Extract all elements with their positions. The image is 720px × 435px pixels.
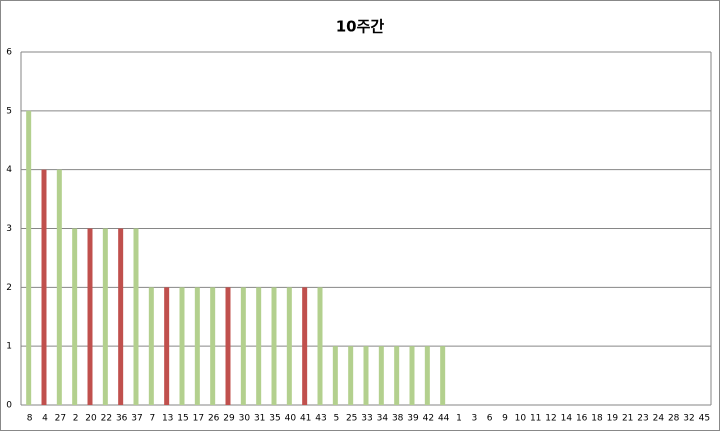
chart-title: 10주간 <box>336 18 385 36</box>
x-tick-label: 12 <box>545 414 556 424</box>
x-tick-label: 44 <box>438 414 450 424</box>
x-tick-label: 7 <box>149 414 155 424</box>
bar <box>440 346 446 405</box>
bar <box>378 346 384 405</box>
bar <box>225 287 231 405</box>
x-tick-label: 43 <box>315 414 326 424</box>
x-tick-label: 10 <box>515 414 527 424</box>
x-tick-label: 38 <box>392 414 404 424</box>
bar <box>409 346 415 405</box>
x-tick-label: 27 <box>55 414 66 424</box>
bar <box>424 346 430 405</box>
x-tick-label: 4 <box>42 414 48 424</box>
x-tick-label: 19 <box>607 414 619 424</box>
bar <box>194 287 200 405</box>
bar <box>133 228 139 405</box>
x-tick-label: 40 <box>285 414 297 424</box>
y-tick-label: 4 <box>6 165 12 175</box>
x-tick-label: 28 <box>668 414 680 424</box>
x-tick-label: 14 <box>561 414 573 424</box>
x-tick-label: 17 <box>193 414 204 424</box>
bar <box>179 287 185 405</box>
x-tick-label: 32 <box>683 414 694 424</box>
bar <box>148 287 154 405</box>
x-tick-label: 16 <box>576 414 588 424</box>
bar <box>256 287 262 405</box>
bar <box>210 287 216 405</box>
bar <box>26 110 32 405</box>
x-tick-label: 36 <box>116 414 128 424</box>
bar <box>240 287 246 405</box>
bar <box>56 169 62 405</box>
x-tick-label: 9 <box>502 414 508 424</box>
x-tick-label: 15 <box>177 414 188 424</box>
bar <box>394 346 400 405</box>
y-tick-label: 1 <box>6 342 12 352</box>
x-tick-label: 31 <box>254 414 265 424</box>
x-tick-label: 2 <box>73 414 79 424</box>
y-tick-label: 6 <box>6 48 12 58</box>
bar <box>102 228 108 405</box>
x-tick-label: 35 <box>269 414 280 424</box>
x-tick-label: 3 <box>471 414 477 424</box>
x-tick-label: 33 <box>361 414 372 424</box>
x-tick-label: 23 <box>637 414 648 424</box>
y-tick-label: 3 <box>6 224 12 234</box>
x-tick-label: 5 <box>333 414 339 424</box>
x-tick-label: 26 <box>208 414 220 424</box>
y-tick-label: 0 <box>6 401 12 411</box>
x-tick-label: 13 <box>162 414 173 424</box>
x-tick-label: 21 <box>622 414 633 424</box>
x-tick-label: 20 <box>85 414 97 424</box>
bar <box>41 169 47 405</box>
x-tick-label: 6 <box>487 414 493 424</box>
x-tick-label: 29 <box>223 414 235 424</box>
x-tick-label: 37 <box>131 414 142 424</box>
bar <box>87 228 93 405</box>
x-tick-label: 30 <box>239 414 251 424</box>
y-tick-label: 5 <box>6 106 12 116</box>
x-tick-label: 18 <box>591 414 603 424</box>
x-tick-label: 11 <box>530 414 541 424</box>
x-tick-label: 8 <box>27 414 33 424</box>
x-tick-label: 1 <box>456 414 462 424</box>
x-tick-label: 39 <box>407 414 419 424</box>
x-tick-label: 25 <box>346 414 357 424</box>
bar <box>164 287 170 405</box>
x-tick-label: 41 <box>300 414 311 424</box>
bar <box>348 346 354 405</box>
x-tick-label: 22 <box>101 414 112 424</box>
x-tick-label: 45 <box>699 414 710 424</box>
x-tick-label: 42 <box>423 414 434 424</box>
bar <box>317 287 323 405</box>
x-tick-label: 24 <box>653 414 665 424</box>
bar <box>72 228 78 405</box>
bar <box>363 346 369 405</box>
bar <box>271 287 277 405</box>
bar <box>332 346 338 405</box>
bar <box>118 228 124 405</box>
y-tick-label: 2 <box>6 283 12 293</box>
bar <box>286 287 292 405</box>
x-tick-label: 34 <box>377 414 389 424</box>
bar <box>302 287 308 405</box>
